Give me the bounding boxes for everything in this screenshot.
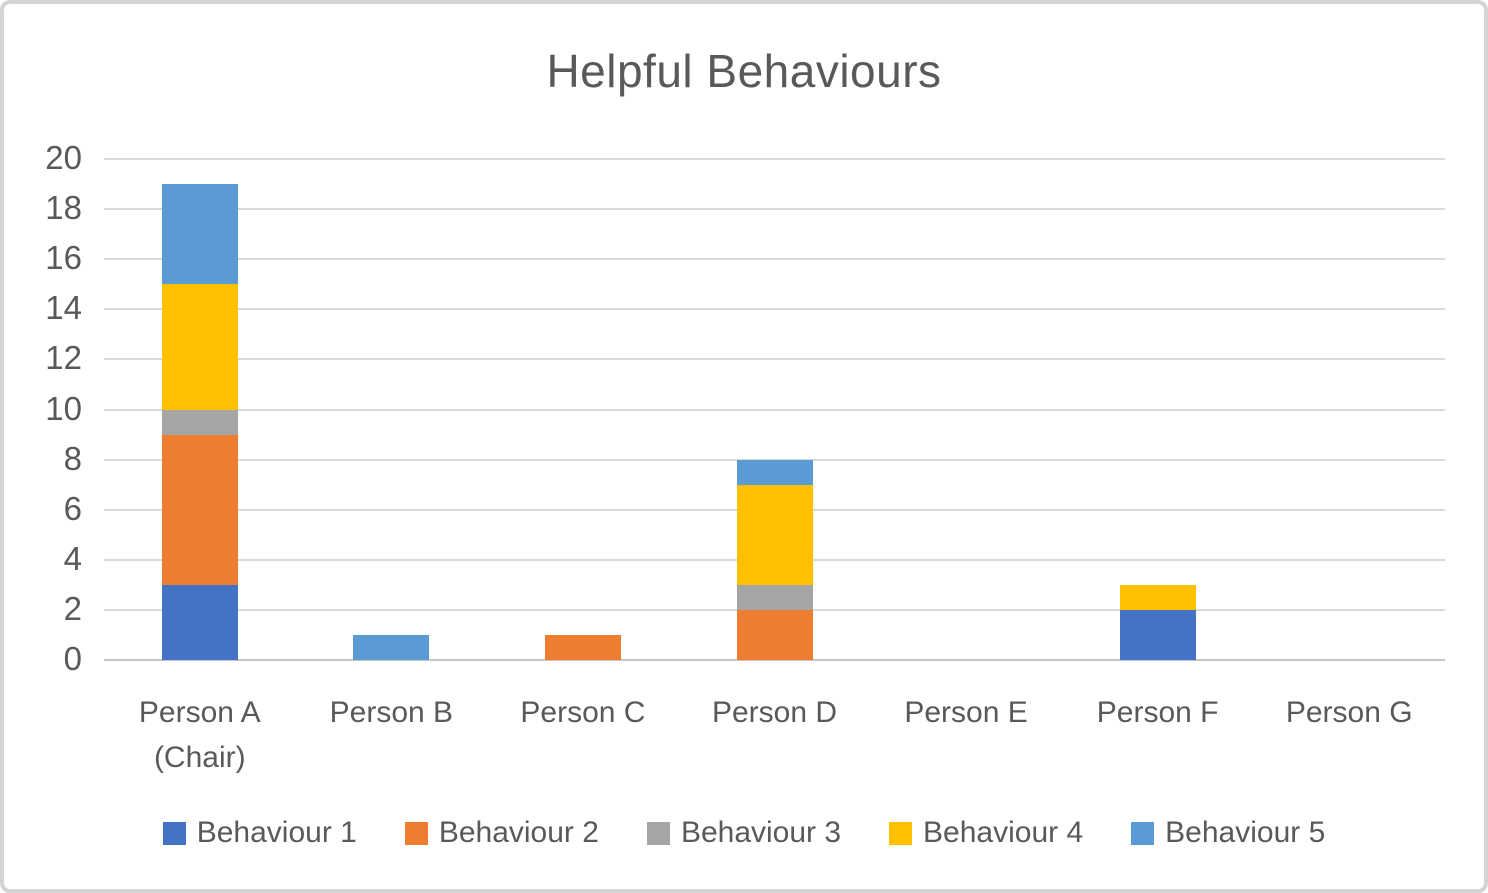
bar-segment-behaviour-5-person-d [736, 459, 813, 485]
bar-segment-behaviour-1-person-a-chair- [161, 584, 238, 660]
y-tick-label-12: 12 [45, 339, 82, 377]
legend-item-behaviour-4: Behaviour 4 [889, 816, 1083, 850]
x-tick-label-person-d: Person D [711, 696, 838, 729]
y-tick-label-18: 18 [45, 189, 82, 227]
bar-segment-behaviour-3-person-a-chair- [161, 409, 238, 435]
legend-item-behaviour-5: Behaviour 5 [1131, 816, 1325, 850]
bar-segment-behaviour-2-person-d [736, 609, 813, 660]
y-axis: 0 2 4 6 8 10 12 14 16 18 20 [4, 139, 82, 677]
gridline-y-16 [104, 258, 1445, 261]
bar-segment-behaviour-5-person-b [353, 634, 430, 660]
x-axis-line [104, 659, 1445, 661]
y-tick-label-2: 2 [63, 590, 82, 628]
legend-label: Behaviour 1 [196, 816, 357, 849]
legend-swatch-icon [404, 821, 428, 845]
gridline-y-12 [104, 358, 1445, 361]
legend-label: Behaviour 2 [438, 816, 599, 849]
y-tick-label-0: 0 [63, 640, 82, 678]
bar-segment-behaviour-1-person-f [1119, 609, 1196, 660]
gridline-y-8 [104, 458, 1445, 461]
bar-segment-behaviour-2-person-a-chair- [161, 434, 238, 585]
legend-label: Behaviour 3 [680, 816, 842, 849]
x-tick-label-person-a-chair-: Person A (Chair) [138, 696, 261, 774]
x-axis: Person A (Chair) Person B Person C Person D… [104, 690, 1445, 790]
bar-segment-behaviour-4-person-f [1119, 584, 1196, 610]
gridline-y-10 [104, 408, 1445, 411]
gridline-y-14 [104, 308, 1445, 311]
legend-swatch-icon [162, 821, 186, 845]
y-tick-label-20: 20 [45, 139, 82, 177]
x-tick-label-person-f: Person F [1096, 696, 1219, 729]
bar-segment-behaviour-2-person-c [544, 634, 621, 660]
y-tick-label-4: 4 [63, 540, 82, 578]
bar-segment-behaviour-4-person-a-chair- [161, 284, 238, 410]
legend-item-behaviour-2: Behaviour 2 [404, 816, 599, 850]
legend-swatch-icon [1131, 821, 1155, 845]
legend-item-behaviour-3: Behaviour 3 [646, 816, 842, 850]
y-tick-label-10: 10 [45, 389, 82, 427]
gridline-y-18 [104, 208, 1445, 211]
x-tick-label-person-g: Person G [1285, 696, 1413, 729]
y-tick-label-16: 16 [45, 239, 82, 277]
legend: Behaviour 1 Behaviour 2 Behaviour 3 Behavio… [4, 816, 1484, 850]
plot-area [104, 158, 1445, 661]
legend-swatch-icon [646, 821, 670, 845]
x-tick-label-person-c: Person C [520, 696, 646, 729]
y-tick-label-14: 14 [45, 289, 82, 327]
bar-segment-behaviour-5-person-a-chair- [161, 184, 238, 285]
legend-label: Behaviour 4 [923, 816, 1084, 849]
legend-label: Behaviour 5 [1165, 816, 1326, 849]
y-tick-label-6: 6 [63, 489, 82, 527]
bar-segment-behaviour-3-person-d [736, 584, 813, 610]
gridline-y-20 [104, 158, 1445, 160]
x-tick-label-person-e: Person E [904, 696, 1028, 729]
x-tick-label-person-b: Person B [329, 696, 454, 729]
legend-swatch-icon [889, 821, 913, 845]
chart-title: Helpful Behaviours [546, 45, 942, 97]
legend-item-behaviour-1: Behaviour 1 [162, 816, 357, 850]
bar-segment-behaviour-4-person-d [736, 484, 813, 585]
y-tick-label-8: 8 [63, 439, 82, 477]
